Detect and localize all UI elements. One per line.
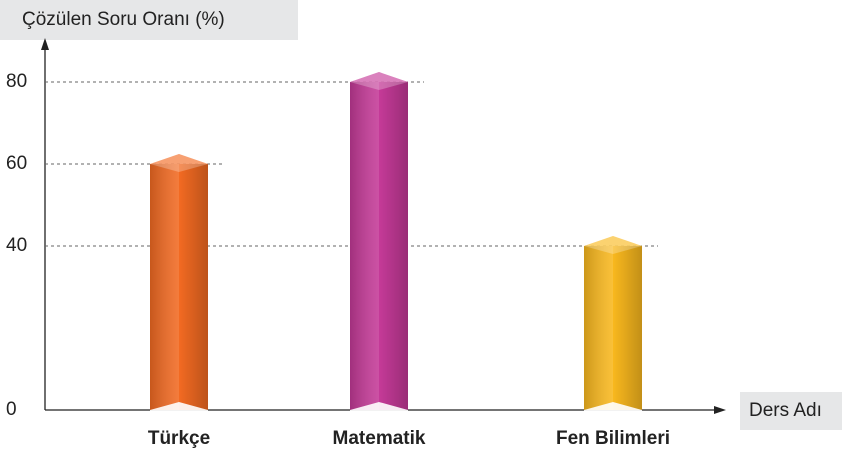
y-axis-label: Çözülen Soru Oranı (%) — [22, 9, 225, 30]
y-tick-label: 60 — [6, 153, 27, 174]
x-tick-label: Türkçe — [148, 428, 210, 449]
bar-shade — [150, 164, 208, 410]
bar-shade — [584, 246, 642, 410]
x-arrow — [714, 406, 726, 414]
bar-cap-top — [150, 154, 208, 172]
y-label-box — [0, 0, 298, 40]
bar-cap-top — [350, 72, 408, 90]
bar-shade — [350, 82, 408, 410]
x-tick-label: Matematik — [333, 428, 426, 449]
y-arrow — [41, 38, 49, 50]
x-tick-label: Fen Bilimleri — [556, 428, 670, 449]
x-label-box — [740, 392, 842, 430]
bar-group — [584, 236, 642, 411]
y-tick-label: 40 — [6, 235, 27, 256]
bar-group — [150, 154, 208, 411]
bar-group — [350, 72, 408, 411]
y-tick-label: 0 — [6, 399, 17, 420]
bar-base — [150, 402, 208, 411]
y-tick-label: 80 — [6, 71, 27, 92]
bar-base — [584, 402, 642, 411]
bar-base — [350, 402, 408, 411]
x-axis-label: Ders Adı — [749, 400, 822, 421]
bar-cap-top — [584, 236, 642, 254]
